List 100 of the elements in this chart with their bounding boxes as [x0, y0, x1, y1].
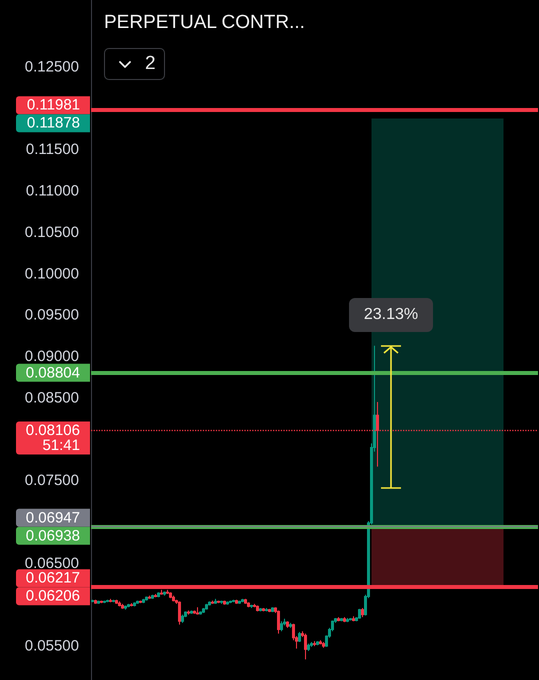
y-tick-label: 0.05500 — [24, 638, 79, 655]
candlestick — [358, 608, 361, 620]
candlestick — [280, 620, 283, 632]
candlestick — [196, 606, 199, 616]
candlestick — [109, 598, 112, 603]
candlestick — [319, 640, 322, 645]
ref-line-label: 0.06938 — [26, 527, 80, 544]
candlestick — [343, 616, 346, 623]
candlestick — [352, 616, 355, 622]
candlestick — [187, 610, 190, 616]
candlestick — [340, 617, 343, 622]
candlestick — [181, 614, 184, 624]
y-tick-label: 0.10000 — [24, 265, 79, 282]
candlestick — [229, 600, 232, 604]
candlestick — [223, 600, 226, 606]
text: 0.11878 — [26, 114, 80, 132]
annotation: 2 — [145, 53, 156, 75]
ref-line-label: 0.11981 — [26, 96, 80, 114]
candlestick — [136, 600, 139, 604]
candlestick — [304, 633, 307, 660]
candlestick — [211, 600, 214, 604]
candlestick — [142, 598, 145, 604]
y-tick-label: 0.08500 — [24, 389, 79, 406]
y-tick-label: 0.09500 — [24, 306, 79, 324]
y-tick-label: 0.11000 — [26, 182, 79, 200]
candlestick — [202, 608, 205, 614]
y-tick-label: 0.12500 — [24, 58, 79, 76]
candlestick — [307, 643, 310, 652]
candlestick — [250, 604, 253, 609]
candlestick — [163, 590, 166, 596]
candlestick — [361, 608, 364, 618]
candlestick — [217, 600, 220, 604]
text: 0.06206 — [26, 588, 80, 605]
candlestick — [169, 592, 172, 599]
candlestick — [277, 610, 280, 634]
candlestick — [145, 596, 148, 602]
y-tick-label: 0.06500 — [24, 554, 79, 572]
candlestick — [139, 600, 142, 604]
candlestick — [121, 603, 124, 610]
candlestick — [133, 602, 136, 607]
candlestick — [97, 600, 100, 604]
candlestick — [106, 599, 109, 603]
y-tick-label: 0.09000 — [24, 348, 79, 366]
candlestick — [112, 599, 115, 603]
ref-line-label: 0.08804 — [26, 364, 80, 382]
text: PERPETUAL CONTR... — [104, 11, 305, 35]
candlestick — [157, 592, 160, 598]
candlestick — [337, 616, 340, 622]
candlestick — [235, 599, 238, 604]
y-tick-label: 0.11500 — [26, 141, 79, 158]
candlestick — [289, 622, 292, 628]
candlestick — [151, 594, 154, 600]
candlestick — [268, 608, 271, 613]
candlestick — [124, 605, 127, 610]
annotation: 23.13% — [349, 298, 433, 332]
candlestick — [178, 600, 181, 626]
candlestick — [100, 600, 103, 604]
candlestick — [199, 610, 202, 616]
candlestick — [298, 632, 301, 642]
candlestick — [313, 640, 316, 647]
candlestick — [310, 641, 313, 648]
candlestick — [226, 600, 229, 606]
candlestick — [241, 598, 244, 603]
candlestick — [238, 600, 241, 604]
ref-line-label: 0.06947 — [26, 509, 80, 526]
candlestick — [115, 599, 118, 604]
candlestick — [322, 641, 325, 648]
candlestick — [259, 608, 262, 612]
candlestick — [346, 617, 349, 623]
candlestick — [103, 600, 106, 604]
candlestick — [265, 608, 268, 612]
ref-line-label: 0.08106 51:41 — [26, 422, 80, 454]
candlestick — [244, 598, 247, 604]
candlestick — [172, 595, 175, 602]
candlestick — [214, 598, 217, 604]
candlestick — [190, 610, 193, 614]
candlestick — [118, 600, 121, 607]
candlestick — [193, 610, 196, 614]
candlestick — [316, 640, 319, 646]
y-tick-label: 0.07500 — [24, 472, 79, 490]
candlestick — [256, 605, 259, 612]
candlestick — [247, 602, 250, 608]
candlestick — [205, 603, 208, 610]
candlestick — [127, 603, 130, 608]
candlestick — [208, 600, 211, 606]
candlestick — [154, 593, 157, 598]
candlestick — [232, 599, 235, 603]
dropdown-button: 2 — [104, 48, 165, 80]
candlestick — [220, 600, 223, 604]
y-tick-label: 0.10500 — [24, 224, 79, 241]
candlestick — [349, 617, 352, 621]
candlestick — [286, 620, 289, 628]
candlestick — [91, 599, 94, 603]
candlestick — [253, 603, 256, 608]
ref-line-label: 0.06217 — [26, 570, 80, 587]
candlestick — [148, 595, 151, 600]
candlestick — [271, 606, 274, 613]
candlestick — [262, 608, 265, 612]
candlestick — [130, 602, 133, 607]
candlestick — [94, 599, 97, 604]
